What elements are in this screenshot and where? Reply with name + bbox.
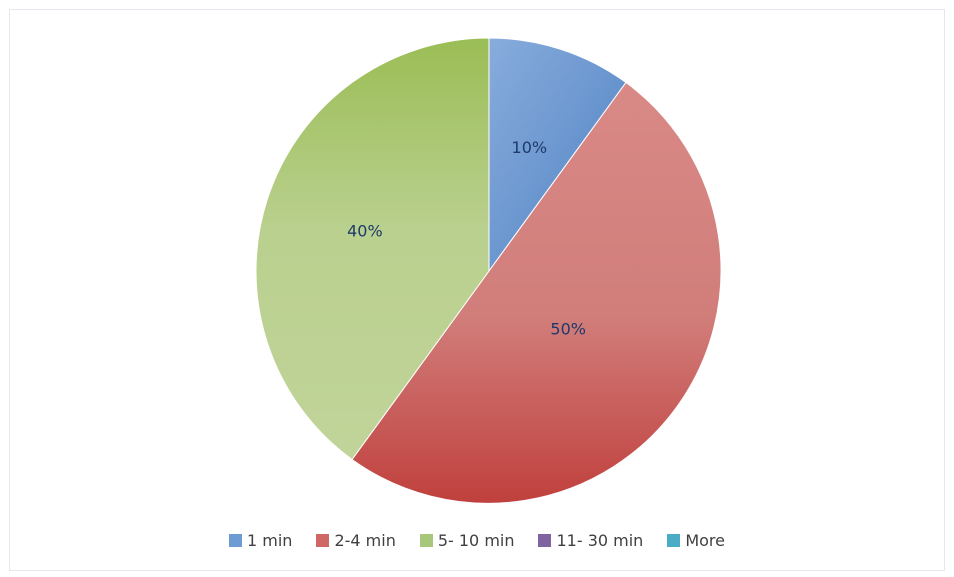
data-label-1-min: 10% [512,138,548,157]
legend-item-5-10-min: 5- 10 min [419,530,515,550]
data-label-5-10-min: 40% [347,222,383,241]
legend: 1 min 2-4 min 5- 10 min 11- 30 min More [0,527,954,553]
legend-label-5-10-min: 5- 10 min [437,530,515,550]
pie-slice-5-10-min [255,37,490,461]
legend-item-11-30-min: 11- 30 min [538,531,643,550]
pie-slice-2-4-min [351,81,722,504]
legend-swatch-5-10-min [419,533,433,547]
legend-label-more: More [685,530,725,550]
legend-item-more: More [667,531,725,550]
legend-swatch-2-4-min [316,533,330,547]
legend-label-1-min: 1 min [247,530,293,550]
legend-item-2-4-min: 2-4 min [316,530,396,550]
legend-label-2-4-min: 2-4 min [334,530,396,550]
data-label-2-4-min: 50% [550,320,586,339]
legend-swatch-more [667,533,681,547]
legend-swatch-1-min [229,533,242,547]
legend-label-11-30-min: 11- 30 min [556,530,644,550]
legend-item-1-min: 1 min [229,531,292,550]
legend-swatch-11-30-min [538,533,552,547]
pie-slice-1-min [488,37,627,273]
